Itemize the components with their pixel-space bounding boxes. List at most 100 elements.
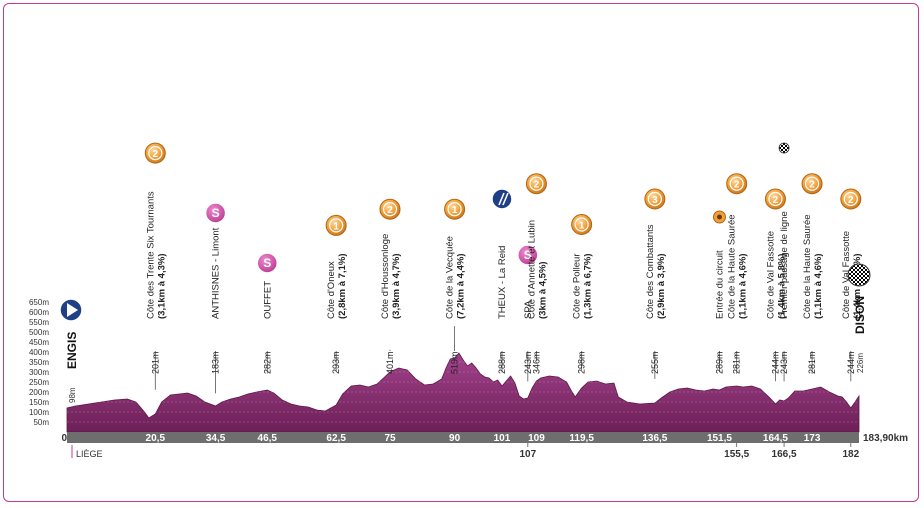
marker-9: 298m Côte de Polleur (1,3km à 6,7%) 1	[571, 214, 594, 374]
climb-category-label: 2	[734, 180, 740, 191]
stage-profile: 650m600m550m500m450m400m350m300m250m200m…	[29, 142, 908, 460]
km-label: 173	[804, 433, 821, 444]
km-label: 62,5	[326, 433, 346, 444]
climb-category-label: 2	[773, 195, 779, 206]
km-label: 46,5	[258, 433, 278, 444]
marker-2: 282m OUFFET S	[256, 252, 279, 374]
marker-altitude: 281m	[807, 351, 817, 374]
marker-altitude: 243m	[523, 351, 533, 374]
altitude-tick: 300m	[29, 368, 49, 377]
km-label: 182	[842, 449, 859, 460]
distance-baseline	[67, 432, 859, 443]
marker-altitude: 293m	[331, 351, 341, 374]
total-distance: 183,90km	[863, 433, 908, 444]
marker-detail: (1,4km à 5,8%)	[776, 254, 787, 319]
sprint-icon	[517, 244, 539, 266]
altitude-tick: 200m	[29, 388, 49, 397]
climb-category-label: 3	[652, 195, 658, 206]
marker-altitude: 243m	[779, 351, 789, 374]
marker-name: Côte des Combattants	[645, 224, 656, 319]
finish-marker: DISON 226m 183,90km	[847, 263, 908, 444]
start-name: ENGIS	[65, 332, 79, 369]
marker-detail: (2,8km à 7,1%)	[337, 254, 348, 319]
marker-detail: (7,2km à 4,4%)	[456, 254, 467, 319]
climb-category-label: 1	[333, 221, 339, 232]
marker-0: 201m Côte des Trente Six Tournants (3,1km …	[144, 142, 167, 390]
marker-7: 243m SPA S	[517, 244, 539, 382]
km-label: 166,5	[772, 449, 797, 460]
climb-category-label: 2	[534, 180, 540, 191]
marker-altitude: 346m	[531, 351, 541, 374]
start-altitude: 98m	[68, 387, 77, 403]
climb-category-label: 1	[579, 221, 585, 232]
altitude-gridlines	[67, 361, 859, 423]
marker-6: 288m THEUX - La Reid	[491, 188, 513, 374]
marker-10: 255m Côte des Combattants (2,9km à 3,9%) 3	[644, 188, 667, 379]
marker-altitude: 519m	[450, 351, 460, 374]
km-label: 107	[519, 449, 536, 460]
marker-name: OUFFET	[262, 281, 273, 319]
altitude-tick: 400m	[29, 348, 49, 357]
marker-name: Côte de la Vecquée	[445, 236, 456, 319]
altitude-tick: 150m	[29, 398, 49, 407]
marker-name: Côte de la Haute Saurée	[727, 214, 738, 319]
profile-frame: 650m 600m 550m 500m 450m 400m 350m 300m 250m 200m…	[3, 3, 919, 502]
km-label: 155,5	[724, 449, 749, 460]
altitude-tick: 600m	[29, 308, 49, 317]
km-label: 20,5	[146, 433, 166, 444]
km-label: 101	[494, 433, 511, 444]
marker-detail: (1,1km à 4,6%)	[738, 254, 749, 319]
sprint-icon	[204, 202, 227, 224]
finish-name: DISON	[853, 296, 867, 334]
sprint-label: S	[212, 206, 220, 220]
marker-8: 346m Côte d'Annette et Lubin (3km à 4,5%) 2	[525, 173, 548, 374]
marker-name: Côte d'Houssonloge	[380, 234, 391, 319]
finish-altitude: 226m	[856, 353, 865, 373]
marker-altitude: 298m	[577, 351, 587, 374]
marker-name: Entrée du circuit	[714, 250, 725, 319]
marker-altitude: 401m	[385, 351, 395, 374]
marker-name: Côte de la Haute Saurée	[802, 214, 813, 319]
km-label: 164,5	[763, 433, 788, 444]
route-markers: 201m Côte des Trente Six Tournants (3,1km …	[144, 142, 863, 394]
sprint-label: S	[263, 256, 271, 270]
km-labels: 20,5 34,5 46,5 62,5 75 90 101 109 119,5 136,5 151,…	[146, 433, 860, 460]
marker-altitude: 288m	[497, 351, 507, 374]
marker-altitude: 244m	[770, 351, 780, 374]
marker-name: Premier passage de ligne	[779, 211, 790, 319]
altitude-tick: 250m	[29, 378, 49, 387]
km-label: 75	[384, 433, 396, 444]
marker-detail: (1,3km à 6,7%)	[583, 254, 594, 319]
km-label: 151,5	[707, 433, 732, 444]
start-marker: ENGIS 98m LIÈGE	[59, 298, 103, 459]
marker-12: 281m Côte de la Haute Saurée (1,1km à 4,6%…	[726, 173, 749, 374]
marker-name: Côte de Polleur	[572, 254, 583, 319]
finish-flag-icon	[847, 263, 871, 287]
km-label: 119,5	[569, 433, 594, 444]
km-label: 34,5	[206, 433, 226, 444]
marker-3: 293m Côte d'Oneux (2,8km à 7,1%) 1	[325, 214, 348, 374]
marker-altitude: 281m	[732, 351, 742, 374]
altitude-tick: 550m	[29, 318, 49, 327]
climb-category-label: 1	[452, 205, 458, 216]
marker-detail: (2,9km à 3,9%)	[656, 254, 667, 319]
marker-14: 243m Premier passage de ligne	[778, 142, 790, 382]
km-label: 90	[449, 433, 461, 444]
marker-name: Côte des Trente Six Tournants	[145, 191, 156, 319]
marker-5: 519m Côte de la Vecquée (7,2km à 4,4%) 1	[444, 198, 467, 374]
marker-1: 183m ANTHISNES - Limont S	[204, 202, 227, 394]
marker-name: Côte de Val Fassotte	[765, 231, 776, 319]
sprint-icon	[256, 252, 279, 274]
altitude-tick: 500m	[29, 328, 49, 337]
marker-name: Côte d'Annette et Lubin	[526, 220, 537, 319]
climb-category-label: 2	[848, 195, 854, 206]
climb-category-label: 2	[809, 180, 815, 191]
climb-category-label: 2	[387, 205, 393, 216]
marker-name: SPA	[523, 300, 534, 319]
climb-category-label: 2	[153, 149, 159, 160]
altitude-tick: 450m	[29, 338, 49, 347]
km-label: 136,5	[642, 433, 667, 444]
marker-altitude: 289m	[714, 351, 724, 374]
marker-15: 281m Côte de la Haute Saurée (1,1km à 4,6%…	[801, 173, 824, 374]
marker-altitude: 244m	[846, 351, 856, 374]
